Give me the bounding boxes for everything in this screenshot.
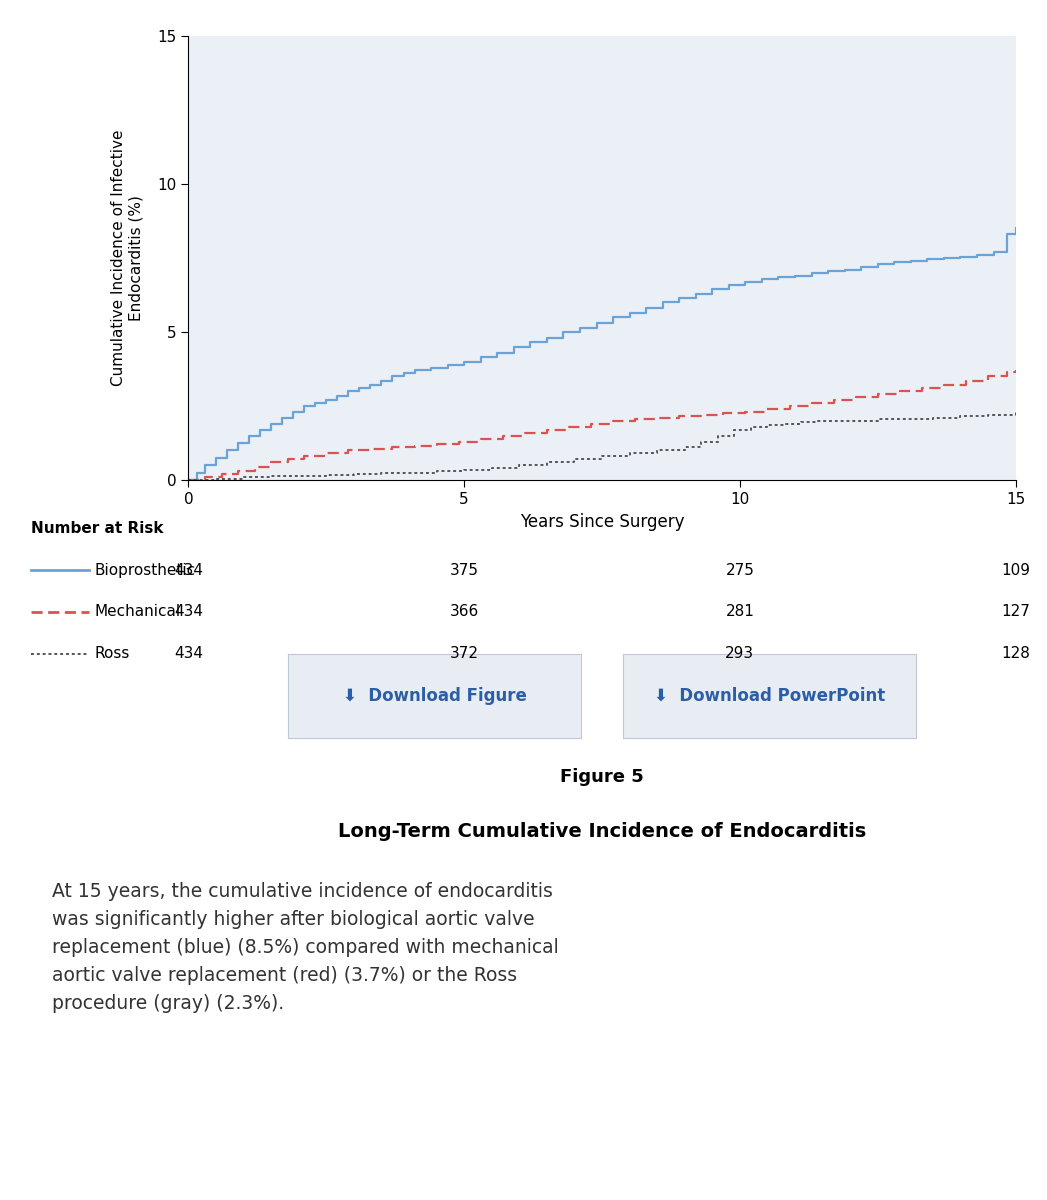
Text: 281: 281 xyxy=(726,605,754,619)
Text: Ross: Ross xyxy=(94,647,130,661)
Text: 293: 293 xyxy=(726,647,755,661)
Text: 434: 434 xyxy=(174,563,203,577)
Y-axis label: Cumulative Incidence of Infective
Endocarditis (%): Cumulative Incidence of Infective Endoca… xyxy=(111,130,143,386)
Text: 366: 366 xyxy=(449,605,478,619)
Text: 275: 275 xyxy=(726,563,754,577)
Text: 128: 128 xyxy=(1001,647,1030,661)
Text: 109: 109 xyxy=(1001,563,1030,577)
Text: Years Since Surgery: Years Since Surgery xyxy=(519,514,685,530)
Text: 372: 372 xyxy=(449,647,478,661)
Text: Figure 5: Figure 5 xyxy=(560,768,644,786)
Text: 434: 434 xyxy=(174,647,203,661)
Text: 127: 127 xyxy=(1001,605,1030,619)
Text: Number at Risk: Number at Risk xyxy=(31,521,164,535)
Text: Bioprosthetic: Bioprosthetic xyxy=(94,563,196,577)
Text: Long-Term Cumulative Incidence of Endocarditis: Long-Term Cumulative Incidence of Endoca… xyxy=(338,822,866,841)
Text: At 15 years, the cumulative incidence of endocarditis
was significantly higher a: At 15 years, the cumulative incidence of… xyxy=(52,882,559,1013)
Text: ⬇  Download Figure: ⬇ Download Figure xyxy=(342,686,527,704)
Text: 434: 434 xyxy=(174,605,203,619)
Text: ⬇  Download PowerPoint: ⬇ Download PowerPoint xyxy=(654,686,885,704)
Text: Mechanical: Mechanical xyxy=(94,605,180,619)
Text: 375: 375 xyxy=(449,563,478,577)
